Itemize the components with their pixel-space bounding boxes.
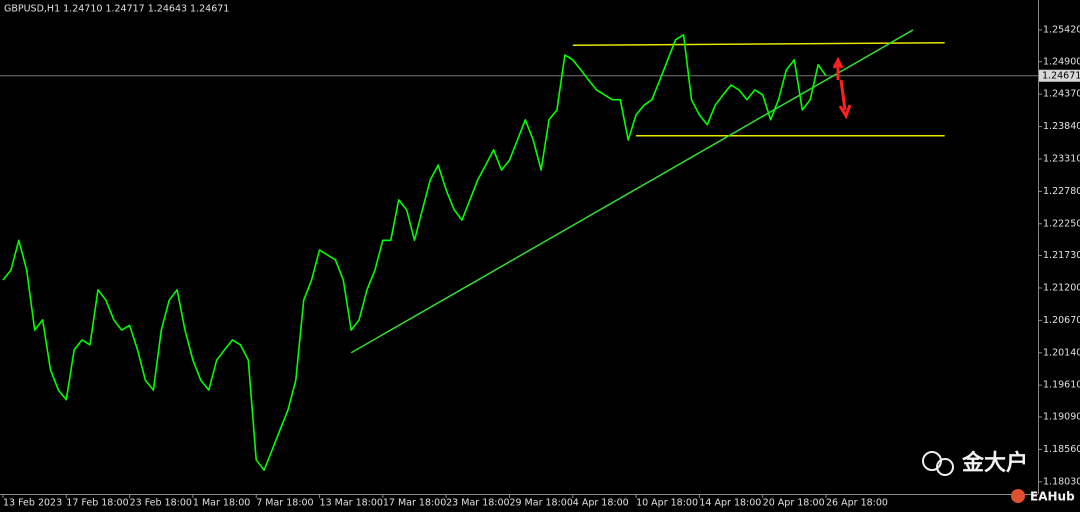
x-tick-label: 13 Feb 2023 [3,498,62,509]
y-tick-label: 1.22250 [1043,218,1080,229]
y-tick-label: 1.20140 [1043,347,1080,358]
y-tick-label: 1.23310 [1043,153,1080,164]
y-tick-label: 1.21730 [1043,250,1080,261]
x-tick-label: 13 Mar 18:00 [320,498,383,509]
y-tick-label: 1.20670 [1043,315,1080,326]
y-tick-label: 1.18030 [1043,476,1080,487]
watermark-text: 金大户 [961,450,1028,476]
watermark-text: EAHub [1030,490,1075,504]
chart-title: GBPUSD,H1 1.24710 1.24717 1.24643 1.2467… [4,4,229,15]
y-tick-label: 1.24900 [1043,56,1080,67]
watermark: 金大户 EAHub [922,450,1075,504]
y-tick-label: 1.18560 [1043,444,1080,455]
y-tick-label: 1.22780 [1043,186,1080,197]
signal-arrows [832,56,852,120]
eahub-icon [1011,489,1025,503]
y-tick-label: 1.21200 [1043,282,1080,293]
y-tick-label: 1.25420 [1043,24,1080,35]
x-tick-label: 29 Mar 18:00 [509,498,572,509]
down-arrow [838,79,852,120]
x-tick-label: 10 Apr 18:00 [636,498,698,509]
x-tick-label: 23 Feb 18:00 [130,498,192,509]
x-tick-label: 4 Apr 18:00 [573,498,629,509]
last-price-label: 1.24671 [1042,70,1080,81]
x-tick-label: 17 Feb 18:00 [66,498,128,509]
x-tick-label: 17 Mar 18:00 [383,498,446,509]
y-tick-label: 1.19610 [1043,380,1080,391]
last-price-box [1039,69,1080,82]
up-arrow [832,56,844,80]
wechat-icon [936,458,954,476]
x-tick-label: 26 Apr 18:00 [826,498,888,509]
x-tick-label: 1 Mar 18:00 [193,498,250,509]
x-tick-label: 14 Apr 18:00 [699,498,761,509]
x-tick-label: 7 Mar 18:00 [256,498,313,509]
price-line [2,34,827,471]
y-tick-label: 1.19090 [1043,411,1080,422]
x-tick-label: 23 Mar 18:00 [446,498,509,509]
trend-line [572,42,945,46]
x-tick-label: 20 Apr 18:00 [763,498,825,509]
y-tick-label: 1.23840 [1043,121,1080,132]
trend-line [350,29,914,354]
y-tick-label: 1.24370 [1043,89,1080,100]
